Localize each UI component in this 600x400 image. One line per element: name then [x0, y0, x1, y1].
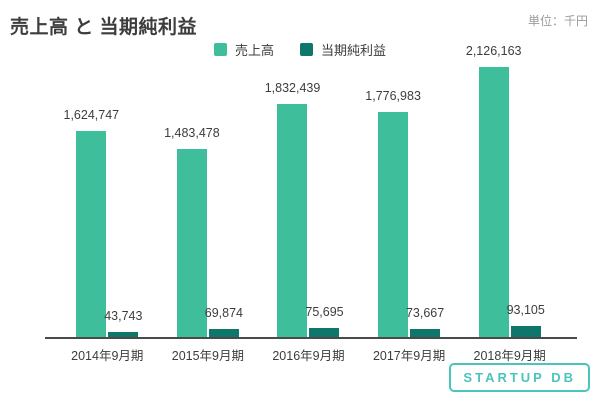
bar-column-revenue: 1,776,983 [365, 89, 421, 338]
bar-group: 1,483,478 69,874 [158, 60, 259, 338]
x-axis-labels: 2014年9月期 2015年9月期 2016年9月期 2017年9月期 2018年9月期 [57, 345, 560, 364]
bar-column-net-income: 73,667 [406, 306, 444, 338]
legend-item-net-income: 当期純利益 [300, 40, 386, 59]
bar-value-label-net-income: 43,743 [104, 309, 143, 323]
bar-net-income [309, 328, 340, 338]
bar-value-label-revenue: 1,483,478 [164, 126, 220, 140]
legend-label-net-income: 当期純利益 [321, 43, 387, 58]
bar-column-revenue: 1,624,747 [64, 108, 119, 338]
x-axis-label: 2015年9月期 [171, 349, 245, 363]
bar-net-income [510, 326, 541, 338]
plot-area: 1,624,747 43,743 1,483,478 69,874 1,832,439 7… [57, 44, 560, 338]
bar-group: 1,776,983 73,667 [359, 60, 460, 338]
bar-net-income [410, 329, 441, 338]
bar-value-label-revenue: 1,624,747 [63, 108, 120, 122]
x-axis-label: 2017年9月期 [372, 349, 446, 363]
unit-label: 単位：千円 [527, 14, 588, 28]
bar-column-net-income: 75,695 [305, 305, 344, 338]
x-axis-label: 2016年9月期 [272, 349, 345, 363]
legend-swatch-revenue [213, 43, 227, 56]
bar-value-label-net-income: 69,874 [204, 306, 244, 320]
bar-group: 2,126,163 93,105 [459, 44, 560, 338]
bar-value-label-revenue: 2,126,163 [465, 44, 522, 58]
chart-title: 売上高 と 当期純利益 [10, 17, 198, 38]
bar-revenue [176, 149, 207, 338]
bar-column-net-income: 69,874 [205, 306, 243, 338]
legend-swatch-net-income [300, 43, 313, 56]
bar-column-revenue: 1,832,439 [265, 81, 320, 338]
x-axis-line [45, 337, 577, 339]
bar-net-income [208, 329, 239, 338]
legend: 売上高 当期純利益 [0, 40, 600, 59]
bar-value-label-net-income: 93,105 [506, 303, 545, 317]
bar-value-label-net-income: 73,667 [405, 306, 445, 320]
x-axis-label: 2014年9月期 [71, 349, 144, 363]
bar-net-income [108, 332, 139, 338]
bar-revenue [76, 131, 107, 338]
bar-value-label-revenue: 1,776,983 [365, 89, 421, 103]
bar-group: 1,832,439 75,695 [258, 60, 359, 338]
legend-label-revenue: 売上高 [234, 43, 274, 58]
bar-column-net-income: 43,743 [104, 309, 142, 338]
bar-column-revenue: 2,126,163 [466, 44, 521, 338]
bar-column-net-income: 93,105 [507, 303, 545, 338]
startup-db-logo: STARTUP DB [449, 363, 590, 392]
bar-value-label-revenue: 1,832,439 [264, 81, 321, 95]
bar-revenue [478, 67, 509, 338]
bar-value-label-net-income: 75,695 [305, 305, 344, 319]
bar-column-revenue: 1,483,478 [164, 126, 220, 338]
legend-item-revenue: 売上高 [213, 40, 274, 59]
bar-group: 1,624,747 43,743 [57, 60, 158, 338]
bar-revenue [277, 104, 308, 338]
x-axis-label: 2018年9月期 [473, 349, 546, 363]
bar-revenue [378, 112, 409, 338]
